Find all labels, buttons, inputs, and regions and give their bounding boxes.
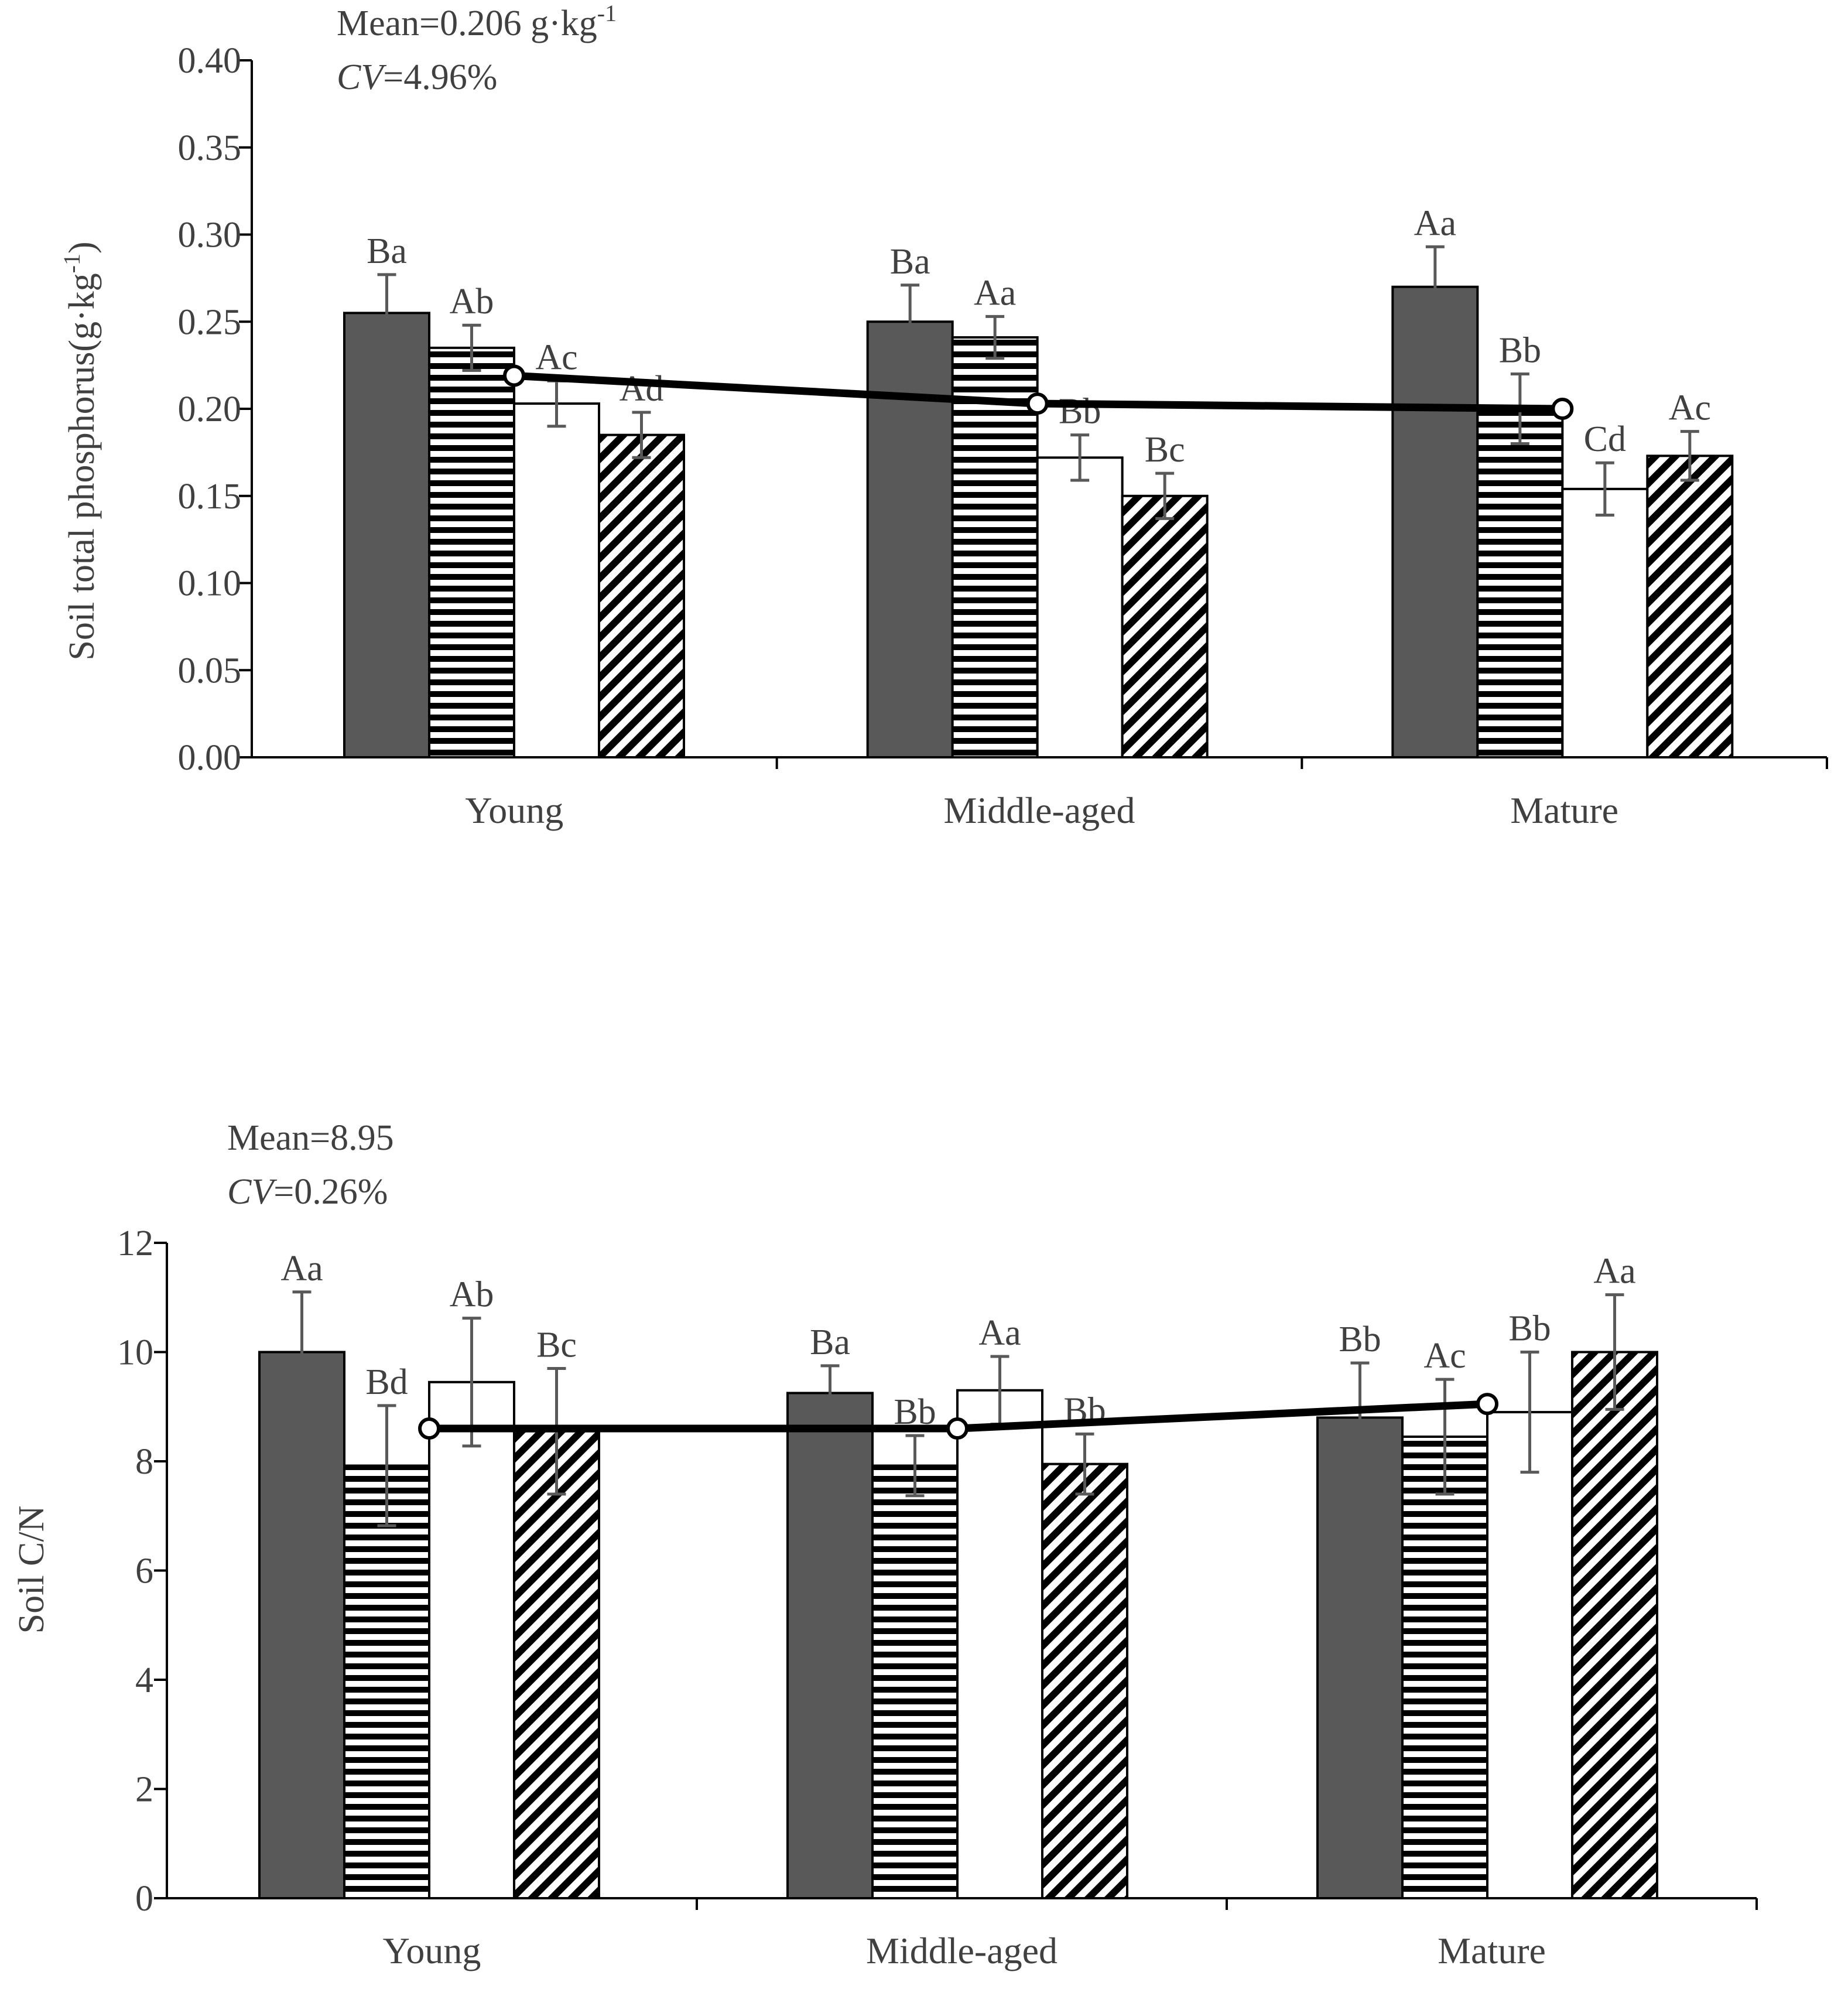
significance-label: Bb bbox=[1059, 392, 1101, 432]
significance-label: Ba bbox=[890, 242, 930, 282]
mean-marker bbox=[1551, 398, 1574, 420]
y-tick-label: 0 bbox=[135, 1879, 153, 1919]
y-tick-label: 12 bbox=[117, 1224, 153, 1263]
significance-label: Bd bbox=[365, 1362, 408, 1402]
significance-label: Ac bbox=[535, 337, 577, 377]
bar bbox=[786, 1392, 874, 1899]
bar bbox=[1041, 1462, 1128, 1900]
significance-label: Bc bbox=[536, 1325, 577, 1365]
bar bbox=[1646, 454, 1734, 758]
y-tick-label: 6 bbox=[135, 1551, 153, 1591]
mean-marker bbox=[1476, 1393, 1498, 1416]
y-tick-label: 0.35 bbox=[178, 128, 242, 168]
bar bbox=[1316, 1416, 1404, 1899]
x-category-label: Young bbox=[383, 1930, 481, 1971]
x-category-label: Middle-aged bbox=[866, 1930, 1058, 1971]
bar bbox=[343, 312, 430, 758]
y-tick-label: 0.40 bbox=[178, 41, 242, 81]
bar bbox=[513, 1430, 600, 1899]
significance-label: Bc bbox=[1145, 430, 1185, 470]
significance-label: Bb bbox=[1508, 1309, 1551, 1349]
significance-label: Aa bbox=[978, 1313, 1021, 1353]
y-tick-label: 8 bbox=[135, 1442, 153, 1482]
significance-label: Ad bbox=[620, 369, 664, 409]
x-category-label: Young bbox=[465, 790, 563, 831]
mean-marker bbox=[503, 364, 525, 387]
mean-marker bbox=[946, 1417, 969, 1440]
bar bbox=[1571, 1351, 1658, 1899]
x-category-label: Mature bbox=[1510, 790, 1618, 831]
y-tick-label: 0.10 bbox=[178, 564, 242, 604]
y-tick-label: 4 bbox=[135, 1660, 153, 1700]
bar bbox=[1486, 1411, 1573, 1899]
y-tick-label: 10 bbox=[117, 1333, 153, 1373]
chart2-cv-annotation: CV=0.26% bbox=[227, 1172, 388, 1212]
significance-label: Ab bbox=[450, 1275, 494, 1315]
significance-label: Ba bbox=[367, 231, 407, 271]
bar bbox=[871, 1464, 959, 1899]
y-tick-label: 2 bbox=[135, 1770, 153, 1810]
bar bbox=[428, 346, 515, 758]
y-tick-label: 0.15 bbox=[178, 477, 242, 517]
mean-marker bbox=[1026, 392, 1049, 415]
significance-label: Aa bbox=[974, 273, 1016, 313]
chart2-y-axis-label: Soil C/N bbox=[12, 1506, 52, 1634]
bar bbox=[1036, 456, 1124, 758]
bar bbox=[1121, 494, 1209, 758]
chart1-mean-annotation: Mean=0.206 g·kg-1 bbox=[337, 0, 617, 43]
significance-label: Aa bbox=[1593, 1252, 1635, 1291]
x-category-label: Mature bbox=[1438, 1930, 1546, 1971]
y-tick-label: 0.05 bbox=[178, 651, 242, 691]
bar bbox=[258, 1351, 345, 1899]
bar bbox=[1401, 1436, 1488, 1900]
chart1-y-axis-label: Soil total phosphorus(g·kg-1) bbox=[59, 241, 102, 660]
bar bbox=[956, 1389, 1043, 1899]
chart2-mean-annotation: Mean=8.95 bbox=[227, 1118, 394, 1158]
significance-label: Aa bbox=[280, 1249, 323, 1289]
significance-label: Ac bbox=[1669, 388, 1711, 428]
bar bbox=[598, 433, 685, 758]
bar bbox=[1391, 285, 1479, 758]
y-tick-label: 0.25 bbox=[178, 302, 242, 342]
mean-marker bbox=[418, 1417, 440, 1440]
y-tick-label: 0.20 bbox=[178, 389, 242, 429]
significance-label: Ac bbox=[1423, 1336, 1466, 1376]
bar bbox=[1476, 408, 1564, 758]
y-tick-label: 0.30 bbox=[178, 216, 242, 255]
significance-label: Aa bbox=[1414, 203, 1456, 243]
y-tick-label: 0.00 bbox=[178, 738, 242, 778]
chart-soil-cn-ratio: Mean=8.95 CV=0.26% Soil C/N 0 2 4 6 8 10 12 You… bbox=[12, 1118, 1758, 1971]
bar bbox=[866, 320, 954, 758]
significance-label: Bb bbox=[1339, 1320, 1381, 1359]
significance-label: Bb bbox=[1499, 331, 1541, 371]
significance-label: Ab bbox=[450, 282, 494, 322]
bar bbox=[1561, 487, 1649, 758]
bar bbox=[513, 402, 600, 758]
significance-label: Cd bbox=[1584, 419, 1626, 459]
x-category-label: Middle-aged bbox=[944, 790, 1135, 831]
significance-label: Ba bbox=[810, 1322, 850, 1362]
bar bbox=[343, 1464, 430, 1899]
chart1-cv-annotation: CV=4.96% bbox=[337, 57, 497, 97]
bar bbox=[428, 1380, 515, 1900]
chart-soil-total-phosphorus: Mean=0.206 g·kg-1 CV=4.96% Soil total ph… bbox=[59, 0, 1828, 831]
